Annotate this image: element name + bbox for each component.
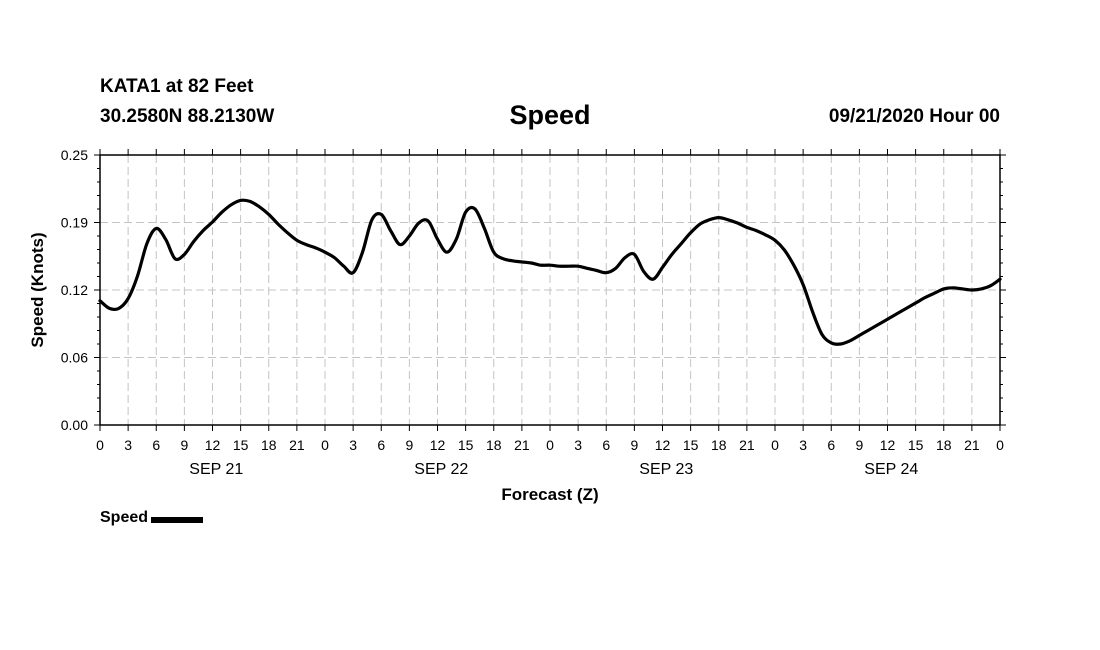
coordinates-label: 30.2580N 88.2130W (100, 106, 275, 127)
y-tick-label: 0.19 (61, 215, 88, 231)
legend-line-swatch (151, 516, 204, 523)
x-tick-label: 9 (405, 437, 413, 453)
x-tick-label: 9 (855, 437, 863, 453)
x-tick-label: 3 (124, 437, 132, 453)
x-tick-label: 6 (377, 437, 385, 453)
x-tick-label: 3 (349, 437, 357, 453)
x-tick-label: 0 (321, 437, 329, 453)
x-tick-label: 15 (233, 437, 249, 453)
x-tick-label: 3 (574, 437, 582, 453)
y-tick-label: 0.25 (61, 147, 88, 163)
forecast-run-label: 09/21/2020 Hour 00 (828, 106, 1000, 127)
x-tick-label: 21 (964, 437, 980, 453)
x-tick-label: 12 (880, 437, 896, 453)
x-tick-label: 18 (261, 437, 277, 453)
day-label: SEP 22 (414, 461, 468, 478)
x-tick-label: 12 (205, 437, 221, 453)
y-tick-label: 0.12 (61, 282, 88, 298)
x-tick-label: 0 (771, 437, 779, 453)
day-label: SEP 24 (864, 461, 918, 478)
x-tick-label: 0 (96, 437, 104, 453)
x-tick-label: 9 (630, 437, 638, 453)
x-tick-labels: 0 3 6 9 12 15 18 21 0 3 6 9 12 15 18 21 0 3 6 9 12 15 18 21 0 3 6 9… (96, 437, 1004, 453)
x-axis-label: Forecast (Z) (501, 485, 598, 504)
x-tick-label: 0 (546, 437, 554, 453)
day-label: SEP 23 (639, 461, 693, 478)
x-tick-label: 21 (514, 437, 530, 453)
y-tick-label: 0.00 (61, 417, 88, 433)
plot-frame (99, 154, 1001, 426)
x-tick-label: 3 (799, 437, 807, 453)
x-tick-label: 21 (739, 437, 755, 453)
x-tick-label: 0 (996, 437, 1004, 453)
y-tick-labels: 0.00 0.06 0.12 0.19 0.25 (61, 147, 88, 433)
legend-label: Speed (100, 509, 149, 526)
x-tick-label: 15 (683, 437, 699, 453)
grid-lines (100, 155, 1000, 425)
x-tick-label: 18 (711, 437, 727, 453)
x-tick-label: 15 (908, 437, 924, 453)
x-tick-label: 9 (180, 437, 188, 453)
legend: Speed (100, 509, 204, 527)
x-tick-label: 6 (602, 437, 610, 453)
x-tick-label: 12 (655, 437, 671, 453)
x-tick-label: 15 (458, 437, 474, 453)
x-tick-label: 18 (486, 437, 502, 453)
x-tick-label: 18 (936, 437, 952, 453)
speed-series-line (98, 198, 1002, 346)
axis-ticks (94, 149, 1006, 431)
x-tick-label: 12 (430, 437, 446, 453)
y-axis-label: Speed (Knots) (28, 232, 47, 347)
day-label: SEP 21 (189, 461, 243, 478)
x-tick-label: 21 (289, 437, 305, 453)
station-label: KATA1 at 82 Feet (100, 76, 254, 97)
chart-title: Speed (509, 100, 591, 130)
day-labels: SEP 21 SEP 22 SEP 23 SEP 24 (189, 461, 918, 478)
y-tick-label: 0.06 (61, 350, 88, 366)
x-tick-label: 6 (827, 437, 835, 453)
x-tick-label: 6 (152, 437, 160, 453)
